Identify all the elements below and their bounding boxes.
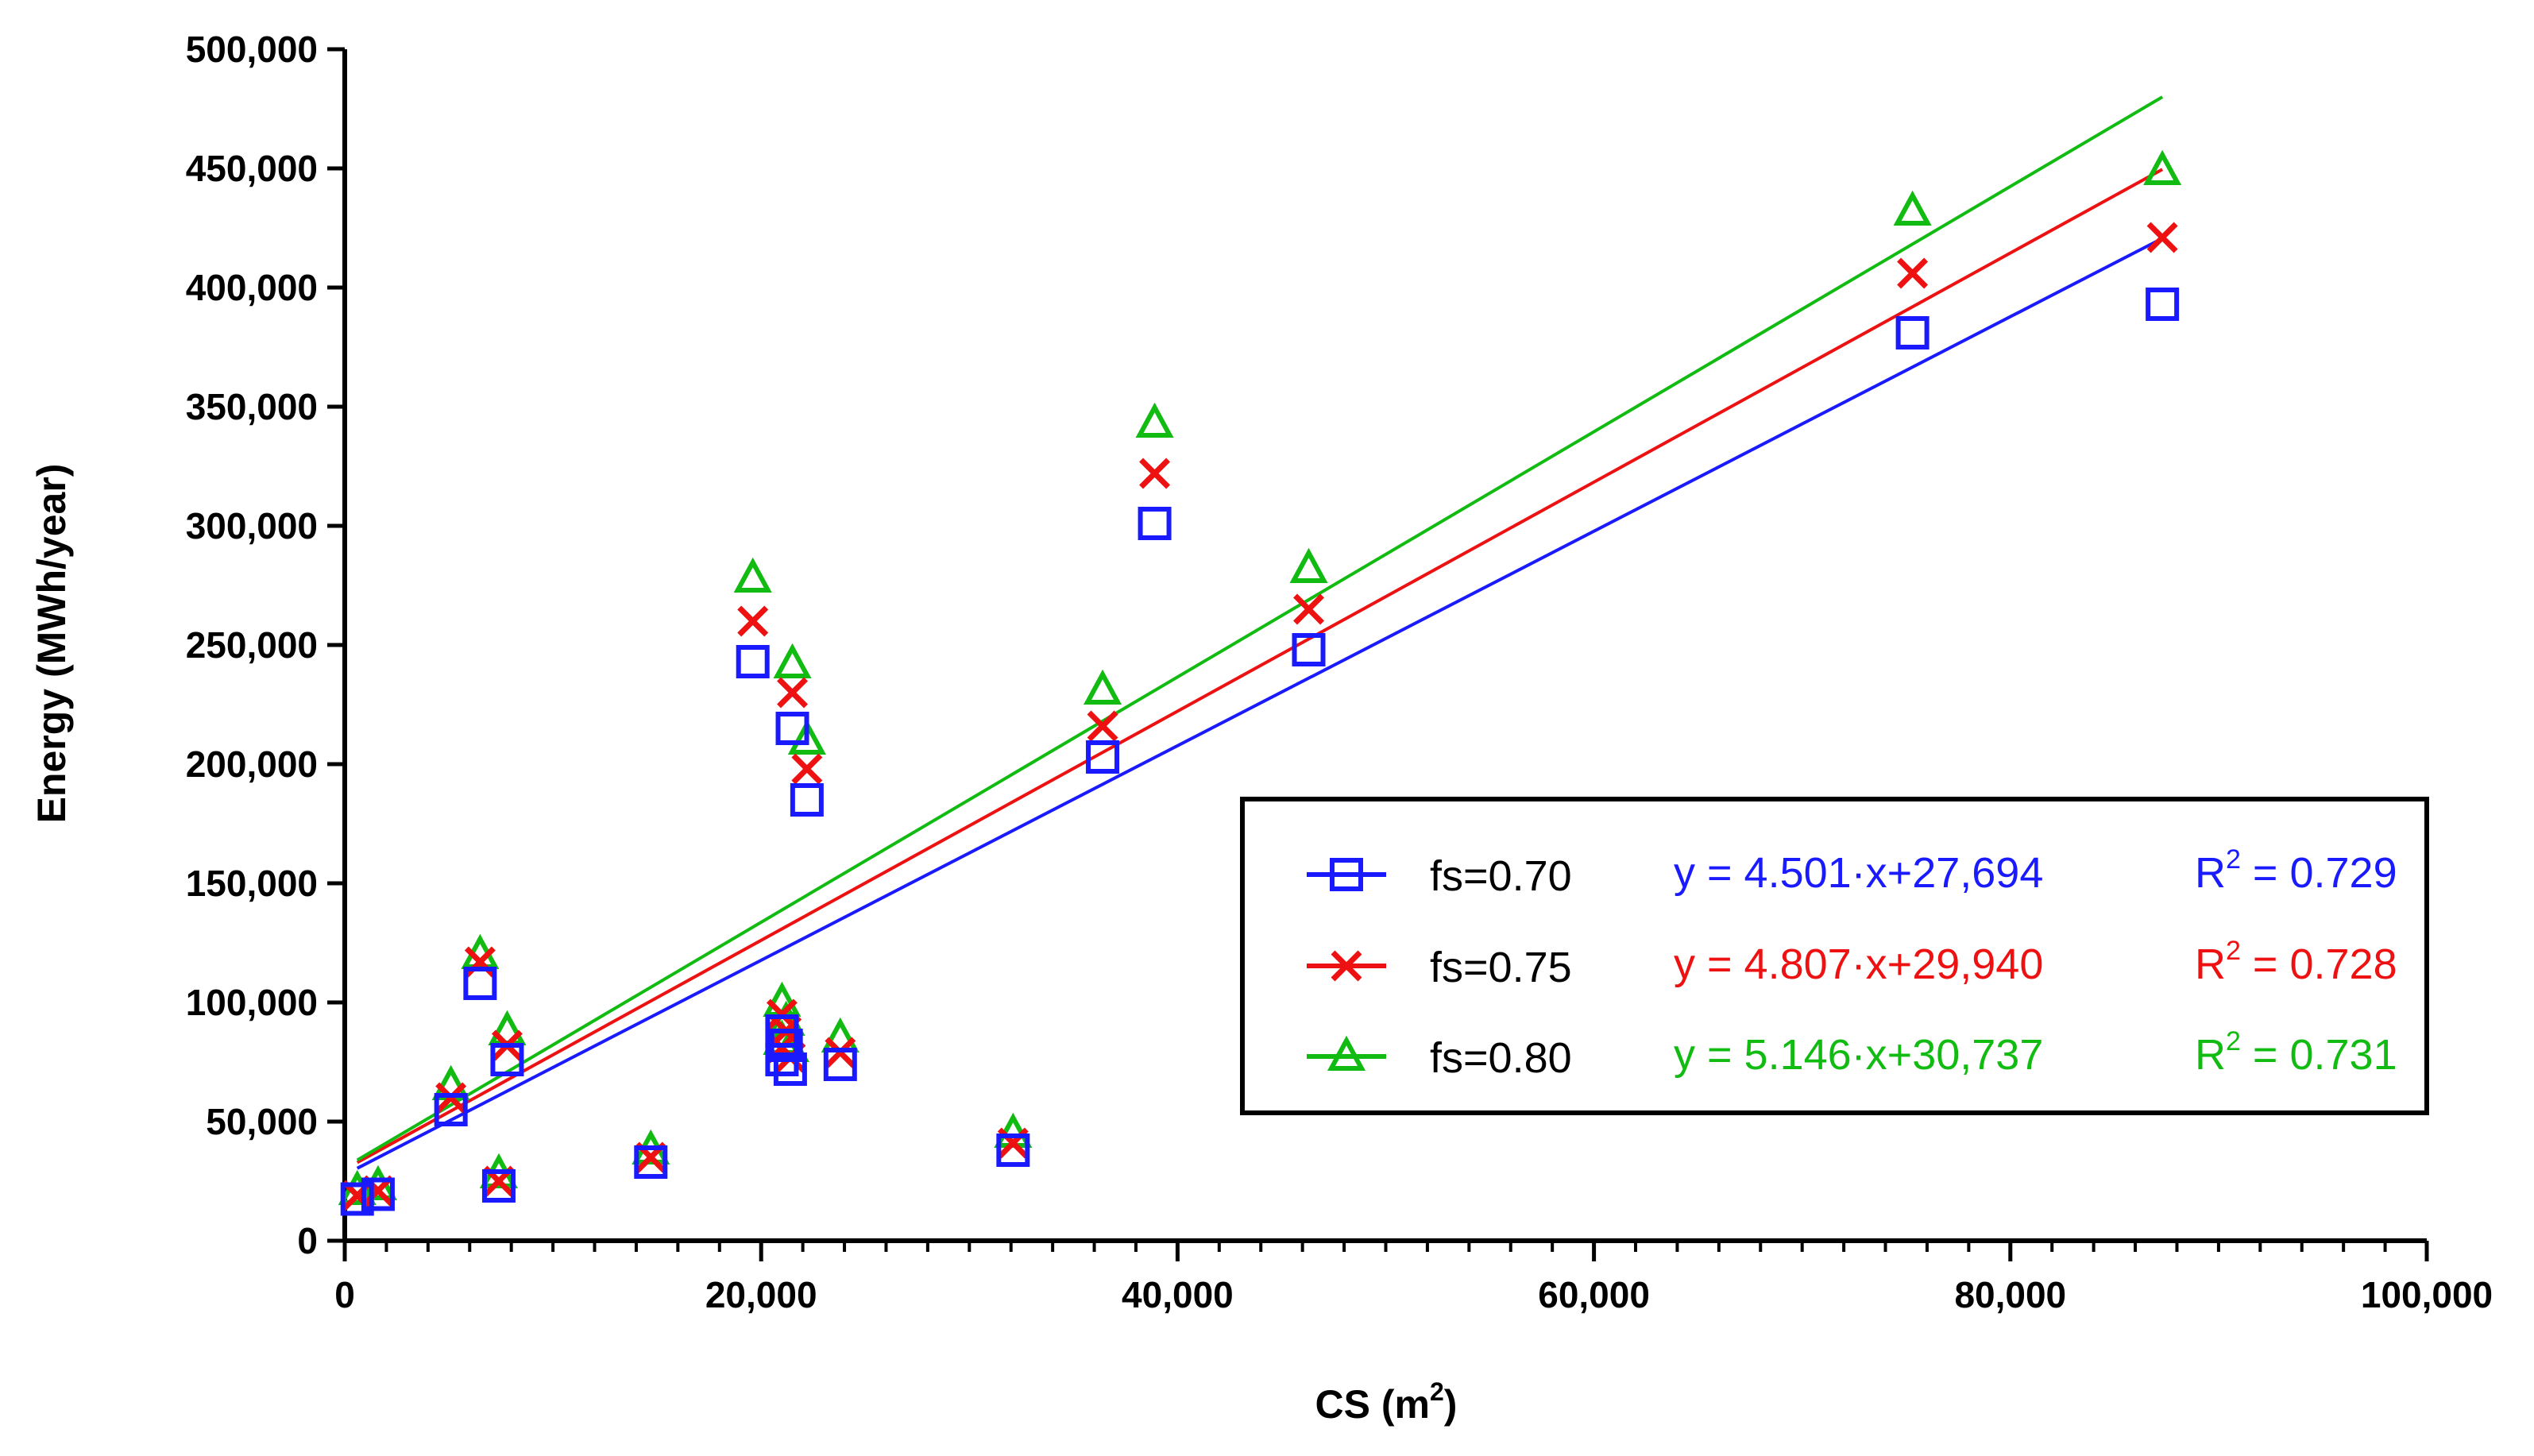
legend-series-name: fs=0.70 [1430,852,1572,900]
data-point-cross [777,677,808,709]
fit-line-fs=0.75 [356,168,2164,1164]
y-tick-label: 0 [297,1220,318,1261]
data-points [338,149,2182,1216]
r2-prefix: R [2195,1031,2226,1079]
data-point-square [773,1052,807,1086]
y-tick-label: 200,000 [186,743,318,785]
r2-superscript: 2 [2226,936,2241,966]
data-point-cross [791,753,823,785]
y-tick-label: 300,000 [186,505,318,546]
data-point-square [1895,316,1929,350]
legend-r-squared: R2 = 0.731 [2195,1026,2397,1079]
x-tick-label: 80,000 [1954,1274,2066,1315]
data-point-triangle [1135,402,1174,438]
legend-r-squared: R2 = 0.729 [2195,844,2397,897]
data-point-triangle [787,719,826,755]
legend-box [1240,797,2429,1115]
data-point-square [790,783,824,817]
data-point-square [490,1043,524,1076]
x-tick-label: 20,000 [705,1274,817,1315]
x-axis-title-text: CS (m [1315,1382,1430,1427]
data-point-triangle [821,1017,859,1052]
data-point-triangle [733,557,772,593]
data-point-cross [1897,257,1929,289]
legend-equation: y = 5.146·x+30,737 [1674,1031,2043,1079]
x-axis-title-superscript: 2 [1430,1377,1444,1406]
legend-rows: fs=0.70 y = 4.501·x+27,694 R2 = 0.729fs=0.… [1307,844,2397,1082]
data-point-square [775,712,809,745]
data-point-square [996,1134,1030,1167]
legend-marker-square [1330,858,1363,891]
x-tick-label: 40,000 [1122,1274,1234,1315]
data-point-square [736,645,770,678]
y-tick-label: 350,000 [186,386,318,427]
data-point-cross [2146,222,2178,253]
r2-prefix: R [2195,849,2226,897]
y-tick-label: 50,000 [206,1101,318,1142]
legend-equation: y = 4.501·x+27,694 [1674,849,2043,897]
data-point-triangle [2143,149,2182,185]
r2-superscript: 2 [2226,844,2241,875]
legend-marker-cross [1331,950,1362,982]
data-point-square [1086,740,1120,774]
data-point-square [634,1145,668,1179]
data-point-cross [1139,458,1171,489]
legend-series-name: fs=0.80 [1430,1034,1572,1082]
r2-prefix: R [2195,940,2226,988]
y-tick-label: 450,000 [186,148,318,189]
data-point-square [2146,288,2180,321]
legend-series-name: fs=0.75 [1430,944,1572,991]
data-point-square [361,1177,395,1211]
data-point-square [463,967,497,1000]
y-tick-label: 100,000 [186,982,318,1023]
data-point-triangle [1289,547,1328,583]
data-point-cross [1087,710,1118,742]
r2-value: = 0.729 [2241,849,2397,897]
x-tick-label: 100,000 [2361,1274,2493,1315]
data-point-triangle [1893,190,1932,226]
legend-r-squared: R2 = 0.728 [2195,936,2397,988]
y-tick-label: 400,000 [186,267,318,308]
data-point-square [434,1093,468,1126]
data-point-square [481,1169,516,1203]
data-point-triangle [1084,669,1122,705]
r2-value: = 0.728 [2241,940,2397,988]
x-axis-title-close: ) [1444,1382,1458,1427]
legend-marker-triangle [1327,1035,1366,1071]
data-point-square [1292,633,1326,666]
legend: fs=0.70 y = 4.501·x+27,694 R2 = 0.729fs=0.… [1240,797,2429,1115]
data-point-square [769,1029,803,1062]
data-point-square [340,1182,374,1216]
r2-superscript: 2 [2226,1026,2241,1056]
data-point-square [823,1048,857,1081]
y-axis-title: Energy (MWh/year) [29,464,74,824]
data-point-cross [737,605,769,637]
y-tick-label: 250,000 [186,624,318,666]
x-tick-label: 0 [334,1274,355,1315]
data-point-square [1138,507,1172,540]
data-point-cross [1293,593,1324,625]
fit-line-fs=0.70 [356,237,2164,1170]
y-tick-label: 500,000 [186,29,318,70]
data-point-triangle [488,1010,527,1045]
fit-line-fs=0.80 [356,95,2164,1162]
x-tick-label: 60,000 [1538,1274,1650,1315]
y-tick-label: 150,000 [186,863,318,904]
fit-lines-layer [356,95,2164,1170]
legend-equation: y = 4.807·x+29,940 [1674,940,2043,988]
ticks: 0 50,000 100,000 150,000 200,000 250,000 300,0… [186,29,2493,1315]
x-axis-title: CS (m2) [1315,1377,1458,1427]
r2-value: = 0.731 [2241,1031,2397,1079]
data-point-triangle [773,643,812,678]
